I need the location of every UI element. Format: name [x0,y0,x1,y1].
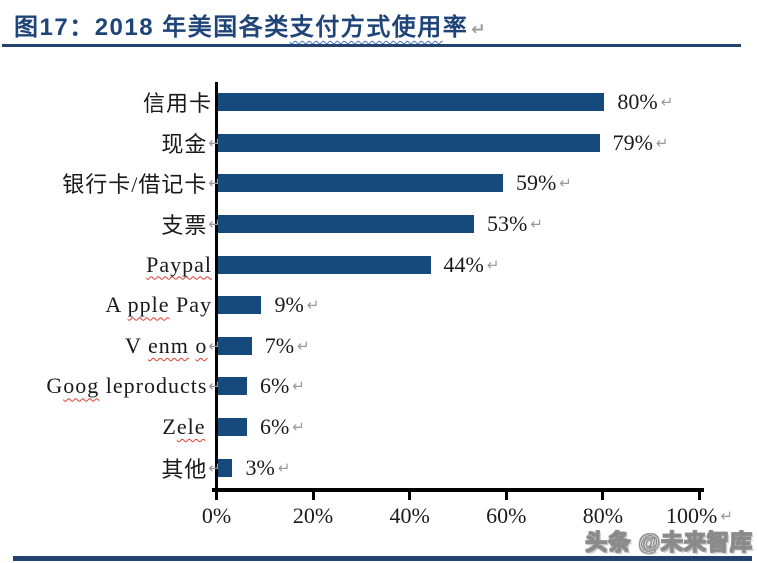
misspell-squiggle: enm [148,332,189,358]
return-mark: ↵ [559,174,572,193]
bar-3% [218,458,233,477]
return-mark: ↵ [297,336,310,355]
x-tick-label: 40% [389,503,430,528]
bar-79% [218,133,600,152]
return-mark: ↵ [208,215,221,234]
misspell-squiggle: Paypal [146,251,212,277]
return-mark: ↵ [471,20,486,40]
misspell-squiggle: ele [176,414,206,440]
y-axis-line [215,82,218,492]
category-label: 银行卡/借记卡 ↵ [62,172,221,198]
chart-row: 其他 ↵ 3% ↵ [0,447,757,488]
value-label: 44% ↵ [443,251,500,277]
x-axis-tick [215,492,218,500]
return-mark: ↵ [208,174,221,193]
return-mark: ↵ [530,215,543,234]
figure-title-text: 图17：2018 年美国各类 [14,14,290,41]
title-divider [2,44,741,47]
x-tick-label: 80% [582,503,624,528]
category-label: 支票 ↵ [161,213,221,239]
x-axis-tick [601,492,605,500]
return-mark: ↵ [208,133,221,152]
return-mark: ↵ [292,418,305,437]
return-mark: ↵ [655,133,669,152]
value-label: 53% ↵ [486,211,543,237]
bar-44% [218,255,431,274]
value-label: 80% ↵ [617,89,674,115]
x-tick-label: 0% [201,503,232,528]
value-label: 6% ↵ [259,414,305,440]
x-axis-tick [698,492,701,500]
chart-row: V enm o ↵ 7% ↵ [0,326,757,367]
return-mark: ↵ [486,255,500,274]
bar-6% [218,377,247,396]
x-axis-tick [504,492,508,500]
figure-title-grammar-squiggle: 支付方式使用 [289,14,443,41]
misspell-squiggle: pple [127,292,170,318]
return-mark: ↵ [292,377,305,396]
return-mark: ↵ [306,296,320,315]
chart-row: 现金 ↵ 79% ↵ [0,123,757,164]
x-axis-tick [408,492,412,500]
chart-row: 信用卡 80% ↵ [0,82,757,123]
return-mark: ↵ [208,336,221,355]
bar-80% [218,93,605,112]
bar-53% [218,215,474,234]
value-label: 3% ↵ [245,454,291,480]
category-label: 现金 ↵ [161,131,221,157]
x-tick-label: 20% [292,503,334,528]
category-label: 其他 ↵ [161,456,221,482]
bar-59% [218,174,503,193]
return-mark: ↵ [208,458,221,477]
return-mark: ↵ [277,458,291,477]
figure-title-suffix: 率 [442,14,469,41]
chart-row: A pple Pay 9% ↵ [0,285,757,326]
return-mark: ↵ [660,93,674,112]
value-label: 7% ↵ [264,332,310,358]
category-label: A pple Pay [105,292,212,318]
watermark: 头条 @未来智库 [585,530,753,556]
return-mark: ↵ [720,507,733,525]
figure-title: 图17：2018 年美国各类支付方式使用率 ↵ [14,7,486,42]
value-label: 9% ↵ [274,292,320,318]
value-label: 79% ↵ [612,129,669,155]
category-label: Paypal [0,244,212,285]
x-axis-line [212,488,704,492]
value-label: 59% ↵ [515,170,572,196]
x-tick-label: 60% [486,503,527,528]
x-tick-label: 100% ↵ [666,503,733,528]
misspell-squiggle: o [195,332,208,358]
bar-6% [218,418,247,437]
chart-row: Paypal 44% ↵ [0,244,757,285]
value-label: 6% ↵ [259,373,305,399]
bar-9% [218,296,262,315]
bar-7% [218,336,252,355]
chart-row: 支票 ↵ 53% ↵ [0,204,757,245]
bottom-divider [13,556,752,561]
return-mark: ↵ [208,377,221,396]
misspell-squiggle: oog [63,373,100,399]
x-axis-tick [311,492,315,500]
category-label: V enm o ↵ [125,332,221,358]
category-label: 信用卡 [142,91,212,117]
chart-row: 银行卡/借记卡 ↵ 59% ↵ [0,163,757,204]
